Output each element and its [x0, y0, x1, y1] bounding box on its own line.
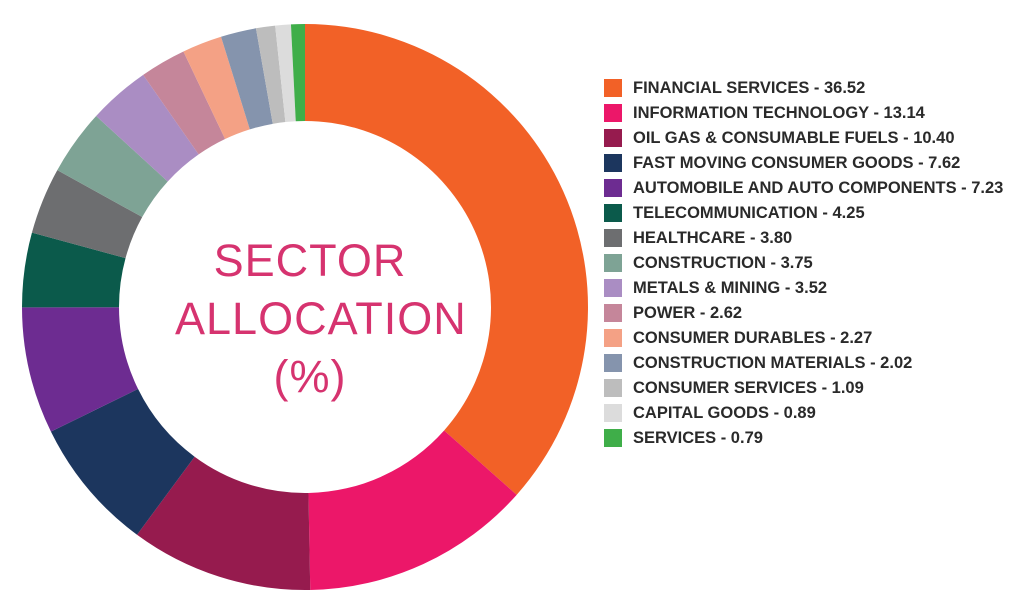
chart-title: SECTOR ALLOCATION (%): [175, 235, 467, 402]
legend-label: POWER - 2.62: [633, 304, 743, 322]
legend-swatch: [604, 304, 622, 322]
legend-item: FINANCIAL SERVICES - 36.52: [604, 78, 1014, 99]
donut-segment: [275, 24, 296, 123]
legend-label: CAPITAL GOODS - 0.89: [633, 404, 816, 422]
legend-item: CONSTRUCTION - 3.75: [604, 253, 1014, 274]
legend-item: METALS & MINING - 3.52: [604, 278, 1014, 299]
legend-swatch: [604, 204, 622, 222]
legend-swatch: [604, 229, 622, 247]
legend-swatch: [604, 354, 622, 372]
legend-label: FINANCIAL SERVICES - 36.52: [633, 79, 866, 97]
legend-label: AUTOMOBILE AND AUTO COMPONENTS - 7.23: [633, 179, 1004, 197]
donut-segment: [96, 74, 199, 182]
donut-segment: [137, 456, 311, 590]
legend-swatch: [604, 129, 622, 147]
legend-label: FAST MOVING CONSUMER GOODS - 7.62: [633, 154, 961, 172]
legend-item: HEALTHCARE - 3.80: [604, 228, 1014, 249]
legend-label: CONSTRUCTION MATERIALS - 2.02: [633, 354, 913, 372]
legend-item: CAPITAL GOODS - 0.89: [604, 403, 1014, 424]
donut-segment: [290, 24, 305, 122]
donut-segment: [31, 170, 143, 259]
legend-label: HEALTHCARE - 3.80: [633, 229, 793, 247]
legend-item: TELECOMMUNICATION - 4.25: [604, 203, 1014, 224]
legend-label: OIL GAS & CONSUMABLE FUELS - 10.40: [633, 129, 955, 147]
legend-label: CONSUMER DURABLES - 2.27: [633, 329, 873, 347]
legend-swatch: [604, 179, 622, 197]
legend-item: SERVICES - 0.79: [604, 428, 1014, 449]
donut-segment: [57, 116, 168, 218]
legend-label: INFORMATION TECHNOLOGY - 13.14: [633, 104, 925, 122]
legend-label: TELECOMMUNICATION - 4.25: [633, 204, 865, 222]
donut-segment: [22, 232, 126, 308]
legend-swatch: [604, 254, 622, 272]
legend-label: CONSTRUCTION - 3.75: [633, 254, 813, 272]
donut-segment: [22, 307, 139, 432]
donut-segment: [305, 24, 589, 495]
legend: FINANCIAL SERVICES - 36.52 INFORMATION TE…: [604, 78, 1014, 453]
donut-chart: [22, 24, 589, 590]
donut-segment: [143, 51, 226, 155]
legend-swatch: [604, 104, 622, 122]
donut-segment: [50, 388, 195, 535]
legend-item: FAST MOVING CONSUMER GOODS - 7.62: [604, 153, 1014, 174]
donut-segment: [308, 430, 517, 590]
legend-swatch: [604, 404, 622, 422]
legend-swatch: [604, 154, 622, 172]
legend-swatch: [604, 279, 622, 297]
legend-label: CONSUMER SERVICES - 1.09: [633, 379, 864, 397]
legend-item: POWER - 2.62: [604, 303, 1014, 324]
donut-segment: [255, 25, 286, 124]
legend-label: METALS & MINING - 3.52: [633, 279, 828, 297]
legend-swatch: [604, 79, 622, 97]
donut-segment: [183, 36, 250, 140]
legend-item: AUTOMOBILE AND AUTO COMPONENTS - 7.23: [604, 178, 1014, 199]
legend-swatch: [604, 329, 622, 347]
legend-item: CONSUMER SERVICES - 1.09: [604, 378, 1014, 399]
legend-swatch: [604, 379, 622, 397]
legend-item: CONSTRUCTION MATERIALS - 2.02: [604, 353, 1014, 374]
legend-swatch: [604, 429, 622, 447]
donut-segment: [221, 28, 273, 130]
legend-item: CONSUMER DURABLES - 2.27: [604, 328, 1014, 349]
legend-item: INFORMATION TECHNOLOGY - 13.14: [604, 103, 1014, 124]
legend-label: SERVICES - 0.79: [633, 429, 763, 447]
legend-item: OIL GAS & CONSUMABLE FUELS - 10.40: [604, 128, 1014, 149]
